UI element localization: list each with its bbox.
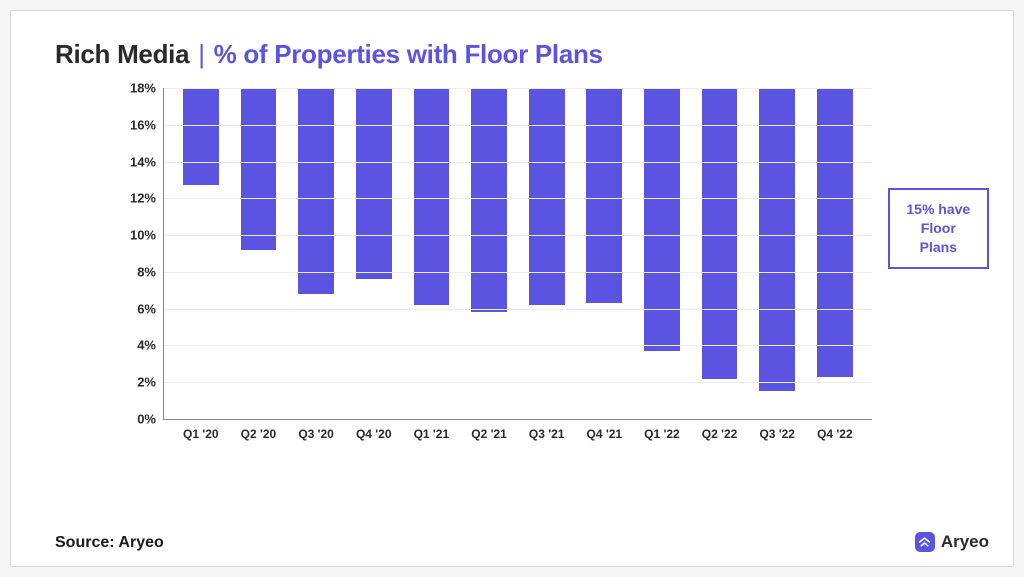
bar bbox=[241, 88, 277, 250]
brand-icon bbox=[915, 532, 935, 552]
chart-card: Rich Media | % of Properties with Floor … bbox=[10, 10, 1014, 567]
bar bbox=[586, 88, 622, 303]
x-axis-tick: Q2 '22 bbox=[702, 427, 738, 441]
chart-title: Rich Media | % of Properties with Floor … bbox=[55, 39, 989, 70]
callout-box: 15% have Floor Plans bbox=[888, 188, 989, 269]
x-axis-tick: Q3 '20 bbox=[298, 427, 334, 441]
bar-slot: Q4 '22 bbox=[806, 88, 864, 419]
x-axis-tick: Q2 '21 bbox=[471, 427, 507, 441]
callout-line-2: Floor Plans bbox=[902, 219, 975, 257]
title-subtitle: % of Properties with Floor Plans bbox=[214, 39, 603, 69]
y-axis-tick: 10% bbox=[130, 228, 164, 243]
gridline bbox=[164, 198, 872, 199]
gridline bbox=[164, 382, 872, 383]
bar bbox=[644, 88, 680, 351]
bar-slot: Q1 '20 bbox=[172, 88, 230, 419]
bar-slot: Q2 '22 bbox=[691, 88, 749, 419]
x-axis-tick: Q3 '22 bbox=[759, 427, 795, 441]
gridline bbox=[164, 345, 872, 346]
y-axis-tick: 6% bbox=[137, 301, 164, 316]
bar-slot: Q1 '22 bbox=[633, 88, 691, 419]
bar-chart: Q1 '20Q2 '20Q3 '20Q4 '20Q1 '21Q2 '21Q3 '… bbox=[115, 88, 876, 448]
x-axis-tick: Q1 '22 bbox=[644, 427, 680, 441]
title-prefix: Rich Media bbox=[55, 39, 189, 69]
gridline bbox=[164, 235, 872, 236]
bars-container: Q1 '20Q2 '20Q3 '20Q4 '20Q1 '21Q2 '21Q3 '… bbox=[164, 88, 872, 419]
bar-slot: Q1 '21 bbox=[403, 88, 461, 419]
bar-slot: Q4 '20 bbox=[345, 88, 403, 419]
y-axis-tick: 18% bbox=[130, 81, 164, 96]
gridline bbox=[164, 88, 872, 89]
x-axis-tick: Q4 '21 bbox=[587, 427, 623, 441]
gridline bbox=[164, 272, 872, 273]
x-axis-tick: Q3 '21 bbox=[529, 427, 565, 441]
y-axis-tick: 14% bbox=[130, 154, 164, 169]
brand: Aryeo bbox=[915, 532, 989, 552]
y-axis-tick: 2% bbox=[137, 375, 164, 390]
brand-name: Aryeo bbox=[941, 532, 989, 552]
bar-slot: Q3 '21 bbox=[518, 88, 576, 419]
y-axis-tick: 12% bbox=[130, 191, 164, 206]
bar-slot: Q3 '20 bbox=[287, 88, 345, 419]
plot-area: Q1 '20Q2 '20Q3 '20Q4 '20Q1 '21Q2 '21Q3 '… bbox=[163, 88, 872, 420]
source-label: Source: Aryeo bbox=[55, 534, 164, 552]
gridline bbox=[164, 125, 872, 126]
x-axis-tick: Q2 '20 bbox=[241, 427, 277, 441]
x-axis-tick: Q1 '20 bbox=[183, 427, 219, 441]
bar-slot: Q2 '21 bbox=[460, 88, 518, 419]
y-axis-tick: 4% bbox=[137, 338, 164, 353]
bar bbox=[702, 88, 738, 379]
callout-line-1: 15% have bbox=[902, 200, 975, 219]
bar bbox=[298, 88, 334, 294]
bar bbox=[817, 88, 853, 377]
footer: Source: Aryeo Aryeo bbox=[55, 532, 989, 552]
bar-slot: Q4 '21 bbox=[575, 88, 633, 419]
bar bbox=[471, 88, 507, 312]
y-axis-tick: 16% bbox=[130, 117, 164, 132]
y-axis-tick: 0% bbox=[137, 412, 164, 427]
x-axis-tick: Q4 '22 bbox=[817, 427, 853, 441]
bar bbox=[356, 88, 392, 279]
title-separator: | bbox=[198, 39, 204, 69]
x-axis-tick: Q4 '20 bbox=[356, 427, 392, 441]
y-axis-tick: 8% bbox=[137, 264, 164, 279]
bar-slot: Q2 '20 bbox=[230, 88, 288, 419]
bar-slot: Q3 '22 bbox=[748, 88, 806, 419]
x-axis-tick: Q1 '21 bbox=[414, 427, 450, 441]
gridline bbox=[164, 162, 872, 163]
chart-wrap: Q1 '20Q2 '20Q3 '20Q4 '20Q1 '21Q2 '21Q3 '… bbox=[55, 88, 989, 448]
gridline bbox=[164, 309, 872, 310]
bar bbox=[183, 88, 219, 185]
